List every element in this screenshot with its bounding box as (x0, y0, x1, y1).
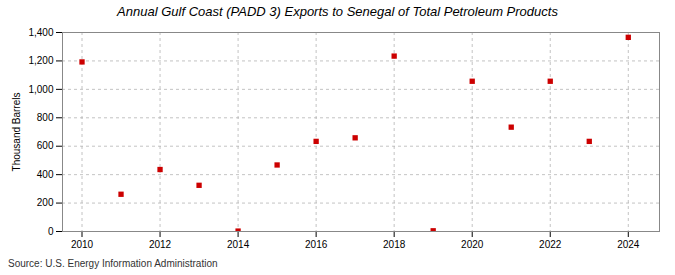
svg-text:1,000: 1,000 (28, 84, 53, 95)
svg-text:2014: 2014 (227, 239, 250, 250)
svg-text:2010: 2010 (71, 239, 94, 250)
svg-text:1,200: 1,200 (28, 55, 53, 66)
svg-text:800: 800 (37, 112, 54, 123)
svg-text:2024: 2024 (617, 239, 640, 250)
svg-text:2020: 2020 (461, 239, 484, 250)
svg-text:0: 0 (48, 226, 54, 237)
svg-text:1,400: 1,400 (28, 27, 53, 38)
html-text:Source: U.S. Energy Informatio: Source: U.S. Energy Information Administ… (8, 258, 218, 269)
html-text:Annual Gulf Coast (PADD 3) Exp: Annual Gulf Coast (PADD 3) Exports to Se… (117, 4, 558, 19)
svg-text:2012: 2012 (149, 239, 172, 250)
svg-text:200: 200 (37, 197, 54, 208)
svg-text:Thousand Barrels: Thousand Barrels (11, 93, 22, 172)
svg-text:2016: 2016 (305, 239, 328, 250)
svg-text:600: 600 (37, 140, 54, 151)
svg-text:2018: 2018 (383, 239, 406, 250)
svg-text:400: 400 (37, 169, 54, 180)
svg-text:2022: 2022 (539, 239, 562, 250)
